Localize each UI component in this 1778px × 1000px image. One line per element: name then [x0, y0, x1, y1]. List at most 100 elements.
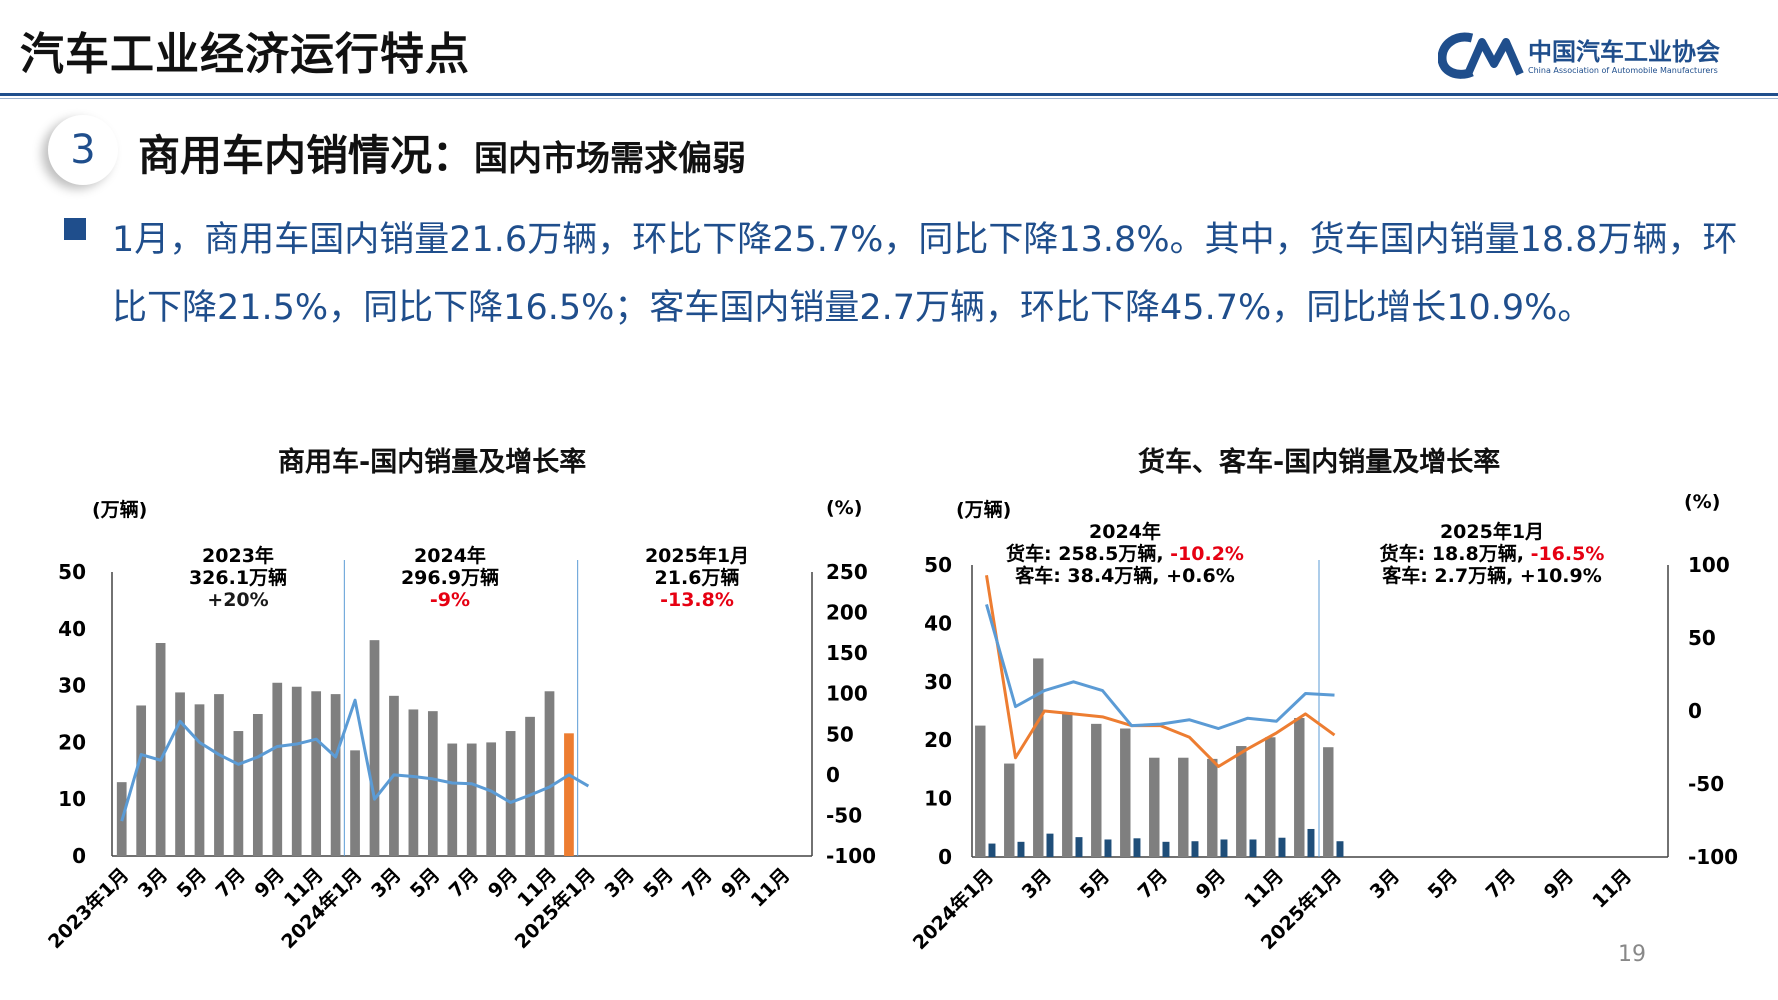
chart1-right-tick: 250 — [826, 560, 868, 584]
chart1-x-tick: 11月 — [747, 864, 795, 912]
chart1-bar — [564, 733, 574, 856]
chart2-annotation-truck: 货车: 18.8万辆, -16.5% — [1380, 542, 1605, 565]
chart2-right-tick: 100 — [1688, 553, 1730, 577]
chart1-annotation-volume: 326.1万辆 — [189, 566, 287, 589]
chart2-left-tick: 0 — [938, 845, 952, 869]
chart1-left-tick: 50 — [58, 560, 86, 584]
chart1-right-tick: 100 — [826, 682, 868, 706]
chart1-x-tick: 5月 — [173, 864, 211, 902]
section-title-main: 商用车内销情况： — [138, 131, 475, 180]
chart2-annotation-bus: 客车: 38.4万辆, +0.6% — [1015, 564, 1235, 587]
chart1-right-tick: 200 — [826, 601, 868, 625]
chart1-bar — [369, 640, 380, 856]
chart2-x-tick: 7月 — [1134, 865, 1172, 903]
chart1-annotation-growth: -9% — [430, 589, 470, 611]
section-title: 商用车内销情况：国内市场需求偏弱 — [138, 122, 746, 183]
chart2-x-tick: 9月 — [1192, 865, 1230, 903]
chart1-bar — [311, 691, 322, 856]
chart2-x-tick: 3月 — [1018, 865, 1056, 903]
chart2-x-tick: 11月 — [1240, 865, 1288, 913]
chart2-truck-bar — [1294, 718, 1305, 857]
chart1-right-tick: 0 — [826, 763, 840, 787]
chart2-bus-bar — [1249, 839, 1257, 857]
chart1-left-tick: 20 — [58, 730, 86, 754]
chart2-right-tick: 0 — [1688, 699, 1702, 723]
chart2-truck-bus: (万辆) (%) 0 10 20 30 40 50 -100 -50 0 50 100 2024年货车: … — [908, 491, 1738, 954]
chart2-bus-growth-line — [985, 604, 1335, 731]
chart2-truck-bar — [1207, 758, 1218, 857]
chart2-truck-bar — [1265, 737, 1276, 857]
chart2-x-tick: 9月 — [1540, 865, 1578, 903]
chart1-bar — [330, 694, 341, 856]
chart2-truck-bar — [1178, 757, 1189, 857]
chart2-truck-bar — [1091, 723, 1102, 857]
chart1-annotation-volume: 296.9万辆 — [401, 566, 499, 589]
chart2-bus-bar — [1133, 838, 1141, 857]
chart1-x-tick: 5月 — [639, 864, 677, 902]
logo-text-en: China Association of Automobile Manufact… — [1528, 66, 1718, 75]
chart2-right-tick: -100 — [1688, 845, 1738, 869]
chart1-left-tick: 10 — [58, 787, 86, 811]
chart1-bar — [505, 731, 516, 856]
header-divider-thin — [0, 98, 1778, 99]
chart2-bus-bar — [1075, 837, 1083, 857]
chart1-bar — [252, 714, 263, 856]
caam-logo-icon — [1437, 32, 1524, 79]
chart2-annotation-truck-volume: 货车: 258.5万辆, — [1006, 542, 1170, 565]
chart1-annotation-volume: 21.6万辆 — [655, 566, 740, 589]
chart1-bar — [408, 709, 419, 856]
page-title: 汽车工业经济运行特点 — [20, 29, 470, 80]
chart1-right-tick: 150 — [826, 641, 868, 665]
chart2-bus-bar — [1046, 833, 1054, 857]
chart2-bus-bar — [988, 843, 996, 857]
chart1-annotation-growth: +20% — [207, 589, 268, 611]
chart2-title: 货车、客车-国内销量及增长率 — [1138, 447, 1501, 478]
chart1-x-tick: 7月 — [445, 864, 483, 902]
chart1-title: 商用车-国内销量及增长率 — [278, 447, 587, 478]
chart2-truck-bar — [1323, 747, 1334, 857]
chart1-bar — [194, 704, 205, 856]
chart2-annotation-truck-growth: -16.5% — [1531, 543, 1605, 565]
bullet-square-icon — [64, 218, 86, 240]
chart1-x-tick: 3月 — [134, 864, 172, 902]
chart1-right-tick: -100 — [826, 844, 876, 868]
chart2-x-tick: 2024年1月 — [908, 864, 998, 954]
chart1-bar — [291, 686, 302, 856]
chart1-bar — [233, 731, 244, 856]
chart2-right-tick: 50 — [1688, 626, 1716, 650]
chart2-x-tick: 3月 — [1366, 865, 1404, 903]
chart1-bar — [466, 743, 477, 856]
chart2-left-tick: 50 — [924, 553, 952, 577]
chart2-annotation-truck: 货车: 258.5万辆, -10.2% — [1006, 542, 1244, 565]
chart1-bar — [544, 691, 555, 856]
chart2-x-tick: 11月 — [1588, 865, 1636, 913]
chart2-left-tick: 20 — [924, 728, 952, 752]
chart1-bar — [447, 743, 458, 856]
chart1-x-tick: 3月 — [600, 864, 638, 902]
chart2-bus-bar — [1336, 841, 1344, 857]
chart2-bus-bar — [1104, 839, 1112, 857]
chart2-right-unit: (%) — [1684, 491, 1720, 513]
chart2-x-tick: 5月 — [1076, 865, 1114, 903]
chart2-x-tick: 5月 — [1424, 865, 1462, 903]
chart2-bus-bar — [1278, 837, 1286, 857]
chart1-annotation-year: 2023年 — [202, 544, 274, 567]
chart1-bar — [155, 643, 166, 856]
chart2-truck-bar — [1033, 658, 1044, 857]
chart1-x-tick: 5月 — [406, 864, 444, 902]
chart1-bar — [175, 692, 185, 856]
chart1-left-unit: (万辆) — [92, 498, 147, 521]
chart1-x-tick: 3月 — [367, 864, 405, 902]
chart1-bar — [214, 694, 224, 856]
chart1-growth-line — [120, 698, 590, 822]
chart1-x-tick: 2023年1月 — [43, 863, 133, 953]
chart2-annotation-truck-volume: 货车: 18.8万辆, — [1380, 542, 1531, 565]
chart2-left-tick: 10 — [924, 787, 952, 811]
chart2-annotation-year: 2025年1月 — [1440, 520, 1544, 543]
chart2-annotation-bus: 客车: 2.7万辆, +10.9% — [1382, 564, 1602, 587]
chart2-truck-bar — [975, 725, 986, 857]
chart1-right-unit: (%) — [826, 497, 862, 519]
chart2-truck-bar — [1120, 728, 1131, 857]
chart2-annotation-truck-growth: -10.2% — [1170, 543, 1244, 565]
chart2-left-tick: 40 — [924, 611, 952, 635]
